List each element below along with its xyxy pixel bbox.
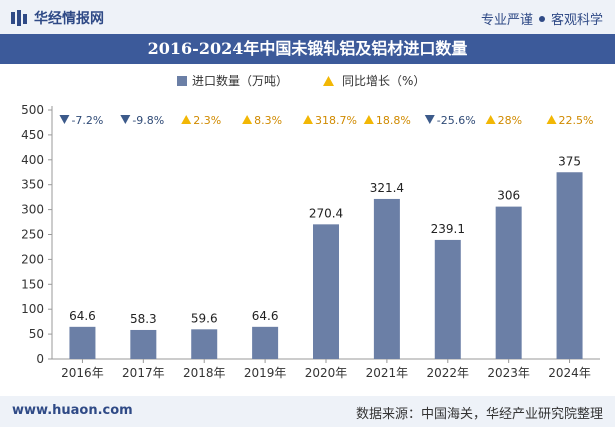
growth-label: 22.5%: [559, 114, 594, 127]
slogan-right: 客观科学: [550, 13, 603, 28]
growth-up-icon: [303, 115, 313, 124]
footer-url[interactable]: www.huaon.com: [12, 403, 133, 418]
growth-labels: -7.2% -9.8% 2.3% 8.3% 318.7% 18.8% -25.6% 28% 22…: [59, 114, 594, 127]
legend: 进口数量（万吨） 同比增长（%）: [177, 73, 425, 88]
brand-name: 华经情报网: [34, 11, 104, 27]
axes: 0 50 100 150 200 250 300 350 400 450 500 2016年 2017年…: [21, 103, 600, 380]
chart: 进口数量（万吨） 同比增长（%） 0 50 100 150 200 250 300 350 40…: [21, 73, 600, 380]
y-tick-label: 100: [21, 302, 44, 316]
growth-label: -9.8%: [132, 114, 164, 127]
bar-value-label: 270.4: [309, 206, 343, 220]
slogan: 专业严谨 客观科学: [481, 9, 603, 28]
y-tick-label: 250: [21, 228, 44, 242]
y-tick-label: 450: [21, 128, 44, 142]
growth-up-icon: [181, 115, 192, 124]
growth-label: -7.2%: [71, 114, 103, 127]
x-tick-label: 2019年: [244, 366, 287, 380]
y-tick-label: 500: [21, 103, 44, 117]
y-tick-label: 350: [21, 178, 44, 192]
bars: 64.6 58.3 59.6 64.6 270.4 321.4 239.1 306 375: [69, 154, 583, 359]
bar-value-label: 58.3: [130, 312, 157, 326]
x-tick-label: 2023年: [487, 366, 530, 380]
bar: [313, 224, 339, 359]
bar: [495, 206, 522, 359]
growth-down-icon: [424, 115, 435, 124]
growth-up-icon: [242, 115, 253, 124]
growth-label: 18.8%: [376, 114, 411, 127]
bar: [191, 329, 218, 359]
y-tick-label: 50: [29, 327, 44, 341]
x-tick-label: 2020年: [305, 366, 348, 380]
top-bar: 华经情报网 专业严谨 客观科学: [0, 0, 615, 34]
bar-value-label: 59.6: [191, 311, 218, 325]
bar-value-label: 64.6: [69, 309, 96, 323]
x-tick-label: 2021年: [366, 366, 409, 380]
bar: [556, 172, 583, 359]
legend-growth-label: 同比增长（%）: [342, 74, 425, 88]
x-tick-label: 2016年: [61, 366, 104, 380]
brand-logo-icon: [11, 10, 27, 26]
growth-label: 2.3%: [193, 114, 221, 127]
footer: www.huaon.com 数据来源：中国海关，华经产业研究院整理: [0, 396, 615, 427]
y-tick-label: 0: [36, 352, 44, 366]
brand[interactable]: 华经情报网: [10, 8, 104, 28]
growth-up-icon: [363, 115, 374, 124]
bar: [130, 329, 157, 359]
bar-value-label: 306: [497, 189, 520, 203]
y-tick-label: 200: [21, 252, 44, 266]
growth-down-icon: [120, 115, 131, 124]
growth-label: -25.6%: [437, 114, 476, 127]
growth-label: 318.7%: [315, 114, 357, 127]
legend-up-swatch: [323, 76, 334, 86]
bar: [373, 198, 400, 359]
y-tick-label: 400: [21, 153, 44, 167]
x-tick-label: 2018年: [183, 366, 226, 380]
bar-value-label: 321.4: [370, 181, 404, 195]
legend-bar-swatch: [177, 76, 187, 86]
bar: [252, 326, 279, 359]
slogan-left: 专业严谨: [480, 13, 533, 28]
bar-value-label: 239.1: [431, 222, 465, 236]
growth-up-icon: [546, 115, 557, 124]
x-tick-label: 2017年: [122, 366, 165, 380]
bar-value-label: 64.6: [252, 309, 279, 323]
x-tick-label: 2024年: [548, 366, 591, 380]
slogan-dot-icon: [538, 15, 545, 22]
footer-source: 数据来源：中国海关，华经产业研究院整理: [355, 407, 603, 422]
growth-down-icon: [59, 115, 70, 124]
growth-label: 28%: [498, 114, 522, 127]
bar: [434, 239, 461, 359]
growth-label: 8.3%: [254, 114, 282, 127]
growth-up-icon: [485, 115, 496, 124]
bar: [69, 326, 96, 359]
y-tick-label: 150: [21, 277, 44, 291]
chart-title: 2016-2024年中国未锻轧铝及铝材进口数量: [0, 34, 615, 64]
y-tick-label: 300: [21, 203, 44, 217]
legend-bar-label: 进口数量（万吨）: [192, 73, 288, 88]
x-tick-label: 2022年: [427, 366, 470, 380]
bar-value-label: 375: [558, 154, 581, 168]
